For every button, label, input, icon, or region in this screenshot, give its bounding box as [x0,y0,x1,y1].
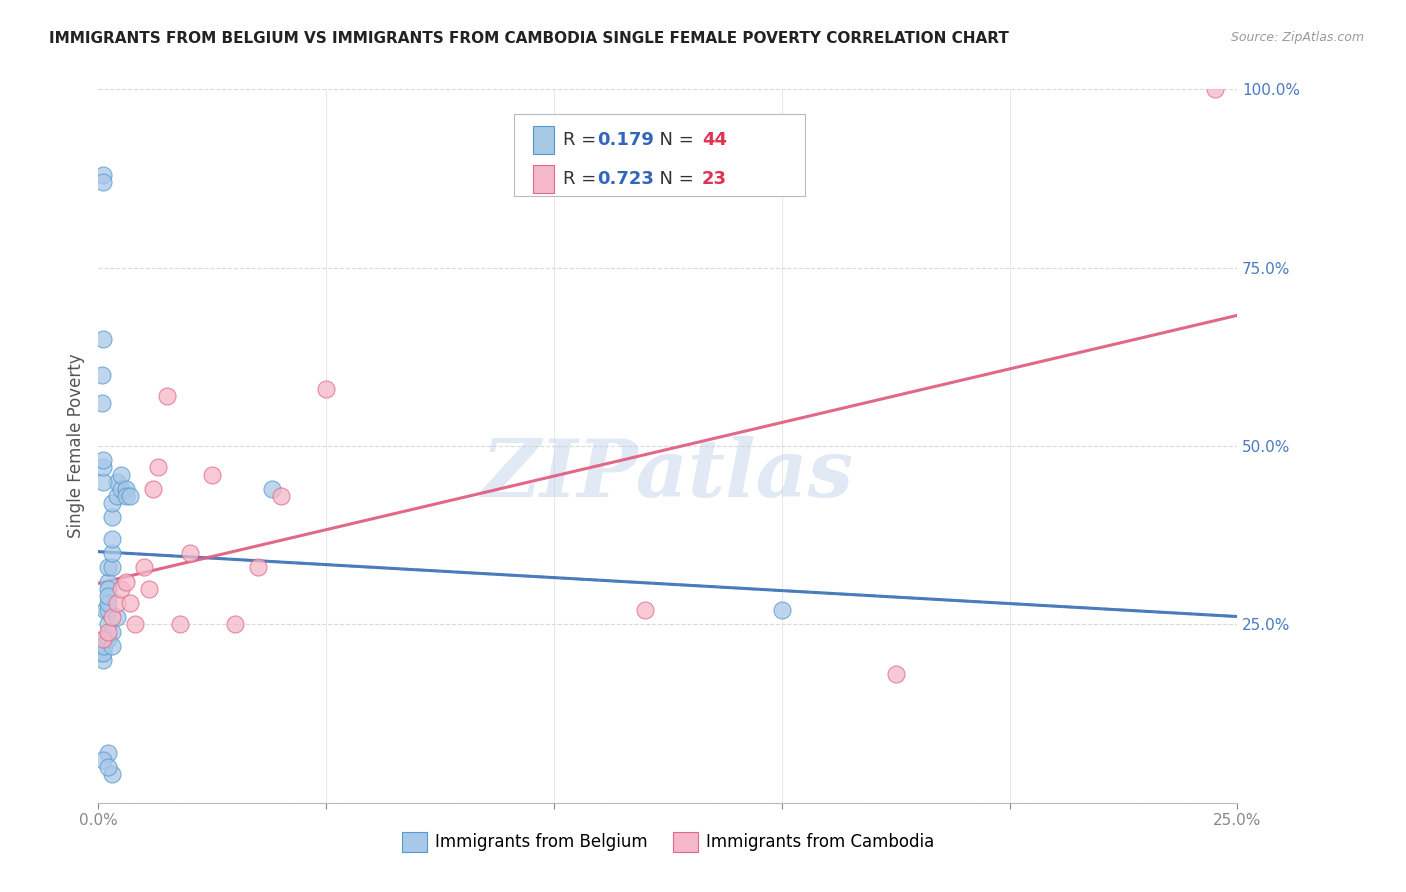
Point [120,596,142,610]
Point [91,646,114,660]
Text: 44: 44 [702,131,727,149]
Point [124,617,146,632]
Point [101,639,124,653]
Text: 23: 23 [702,170,727,188]
Text: ZIPatlas: ZIPatlas [482,436,853,513]
Text: Source: ZipAtlas.com: Source: ZipAtlas.com [1230,31,1364,45]
Point [1204,82,1226,96]
Point [96,760,118,774]
Point [114,574,136,589]
FancyBboxPatch shape [515,114,804,196]
Point [91,453,114,467]
Point [101,532,124,546]
Point [96,582,118,596]
Point [270,489,292,503]
Text: 0.179: 0.179 [598,131,654,149]
Point [246,560,269,574]
Point [634,603,657,617]
Point [315,382,337,396]
Point [96,589,118,603]
Point [101,624,124,639]
Point [110,482,132,496]
Point [91,753,114,767]
Point [91,396,114,410]
Point [96,574,118,589]
Point [101,767,124,781]
Point [101,610,124,624]
Point [101,510,124,524]
Point [94,603,117,617]
Text: R =: R = [562,170,602,188]
Point [91,168,114,182]
Point [91,332,114,346]
Point [91,460,114,475]
Point [96,603,118,617]
Point [93,639,115,653]
Point [110,582,132,596]
Point [91,632,114,646]
Point [132,560,155,574]
Point [91,653,114,667]
Point [93,632,115,646]
Point [105,475,128,489]
Point [156,389,179,403]
Point [179,546,201,560]
Text: N =: N = [648,131,700,149]
Point [91,175,114,189]
Point [105,610,128,624]
Point [120,489,142,503]
Point [96,632,118,646]
Point [101,546,124,560]
Point [146,460,169,475]
Point [201,467,224,482]
Legend: Immigrants from Belgium, Immigrants from Cambodia: Immigrants from Belgium, Immigrants from… [395,825,941,859]
Point [114,482,136,496]
Point [96,746,118,760]
Point [110,467,132,482]
Point [138,582,160,596]
Point [142,482,165,496]
Y-axis label: Single Female Poverty: Single Female Poverty [66,354,84,538]
Point [101,560,124,574]
Point [96,617,118,632]
Point [114,489,136,503]
Point [91,368,114,382]
Point [90,646,112,660]
FancyBboxPatch shape [533,126,554,154]
Point [884,667,907,681]
Point [91,475,114,489]
Point [91,639,114,653]
Point [770,603,793,617]
Point [169,617,191,632]
Point [96,624,118,639]
Text: R =: R = [562,131,602,149]
FancyBboxPatch shape [533,165,554,194]
Point [101,496,124,510]
Text: 0.723: 0.723 [598,170,654,188]
Text: N =: N = [648,170,700,188]
Point [96,560,118,574]
Point [96,596,118,610]
Text: IMMIGRANTS FROM BELGIUM VS IMMIGRANTS FROM CAMBODIA SINGLE FEMALE POVERTY CORREL: IMMIGRANTS FROM BELGIUM VS IMMIGRANTS FR… [49,31,1010,46]
Point [105,596,128,610]
Point [105,489,128,503]
Point [260,482,283,496]
Point [224,617,246,632]
